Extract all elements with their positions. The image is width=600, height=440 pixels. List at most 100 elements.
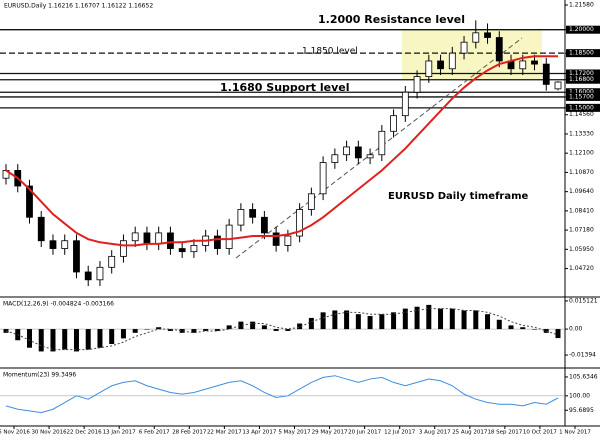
candle-body bbox=[390, 115, 397, 132]
macd-bar bbox=[191, 329, 197, 333]
candle-body bbox=[366, 154, 374, 159]
y-tick-label: 1.15700 bbox=[569, 93, 594, 100]
x-tick-label: 18 Sep 2017 bbox=[487, 430, 522, 436]
macd-bar bbox=[238, 321, 244, 330]
label-box bbox=[566, 49, 600, 58]
candle-body bbox=[519, 60, 527, 70]
candle-body bbox=[554, 81, 562, 90]
y-tick-label: 1.09640 bbox=[569, 188, 594, 195]
y-tick-label: 1.20000 bbox=[569, 26, 594, 33]
y-tick-label: 1.10870 bbox=[569, 169, 594, 176]
macd-bar bbox=[73, 329, 79, 352]
macd-bar bbox=[438, 308, 444, 330]
panel-title: MACD(12,26,9) -0.004824 -0.003166 bbox=[3, 301, 114, 308]
x-tick-label: 3 Aug 2017 bbox=[419, 430, 451, 436]
label-box bbox=[566, 92, 600, 101]
macd-bar bbox=[449, 308, 455, 330]
annotation: 1.2000 Resistance level bbox=[318, 13, 465, 26]
macd-bar bbox=[285, 329, 291, 331]
candle-body bbox=[484, 32, 491, 38]
candle-body bbox=[542, 63, 550, 85]
candle-body bbox=[425, 60, 433, 77]
y-tick-label: 1.21580 bbox=[569, 2, 594, 9]
panel-title: Momentum(23) 99.3496 bbox=[3, 372, 76, 379]
candle-body bbox=[249, 209, 257, 218]
x-tick-label: 22 Mar 2017 bbox=[207, 430, 242, 436]
candle-body bbox=[178, 248, 186, 253]
macd-bar bbox=[520, 327, 526, 330]
candle-body bbox=[284, 235, 292, 246]
macd-bar bbox=[485, 314, 491, 330]
y-tick-label: 1.12100 bbox=[569, 150, 594, 157]
candle-body bbox=[460, 41, 468, 54]
chart-title: EURUSD,Daily 1.16216 1.16707 1.16122 1.1… bbox=[4, 3, 153, 10]
x-tick-label: 6 Feb 2017 bbox=[139, 430, 170, 436]
macd-bar bbox=[367, 316, 373, 330]
macd-bar bbox=[261, 325, 267, 330]
label-box bbox=[566, 88, 600, 97]
candle-body bbox=[143, 232, 151, 245]
y-tick-label: 1.08410 bbox=[569, 207, 594, 214]
y-tick-label: -0.01394 bbox=[569, 352, 596, 359]
candle-body bbox=[272, 232, 280, 246]
y-tick-label: 1.07180 bbox=[569, 227, 594, 234]
macd-bar bbox=[109, 329, 115, 344]
y-tick-label: 105.6346 bbox=[569, 373, 598, 380]
label-box bbox=[566, 103, 600, 112]
macd-bar bbox=[379, 314, 385, 330]
macd-bar bbox=[26, 329, 32, 348]
x-tick-label: 25 Aug 2017 bbox=[452, 430, 488, 436]
y-tick-label: 1.14560 bbox=[569, 111, 594, 118]
macd-bar bbox=[391, 312, 397, 330]
x-tick-label: 10 Oct 2017 bbox=[523, 430, 558, 436]
macd-bar bbox=[461, 310, 467, 330]
macd-bar bbox=[167, 329, 173, 331]
candle-body bbox=[61, 240, 69, 249]
annotation: EURUSD Daily timeframe bbox=[388, 191, 529, 202]
candle-body bbox=[437, 60, 444, 70]
macd-bar bbox=[85, 329, 91, 350]
macd-bar bbox=[250, 321, 256, 330]
y-tick-label: 0.015121 bbox=[569, 297, 598, 304]
macd-bar bbox=[120, 329, 126, 339]
candle-body bbox=[331, 154, 339, 163]
candle-body bbox=[531, 60, 538, 65]
candle-body bbox=[448, 52, 456, 70]
moving-average bbox=[5, 55, 558, 247]
y-tick-label: 1.05950 bbox=[569, 246, 594, 253]
annotation: 1.1850 level bbox=[302, 47, 358, 57]
y-tick-label: 1.17200 bbox=[569, 70, 594, 77]
macd-bar bbox=[179, 329, 185, 333]
macd-bar bbox=[496, 319, 502, 330]
macd-bar bbox=[426, 304, 432, 330]
candle-body bbox=[401, 91, 409, 117]
x-tick-label: 5 May 2017 bbox=[278, 430, 311, 436]
candle-body bbox=[131, 232, 139, 242]
macd-bar bbox=[203, 329, 209, 331]
x-tick-label: 1 Nov 2017 bbox=[559, 430, 591, 436]
macd-bar bbox=[320, 312, 326, 330]
candle-body bbox=[307, 193, 315, 210]
candle-body bbox=[96, 266, 104, 281]
macd-bar bbox=[555, 329, 561, 339]
macd-bar bbox=[144, 329, 150, 330]
macd-bar bbox=[50, 329, 56, 352]
label-box bbox=[566, 75, 600, 84]
candle-body bbox=[237, 209, 245, 226]
candle-body bbox=[319, 162, 327, 195]
candle-body bbox=[343, 146, 350, 156]
candle-body bbox=[214, 235, 221, 249]
x-tick-label: 30 Nov 2016 bbox=[31, 430, 67, 436]
x-tick-label: 13 Apr 2017 bbox=[242, 430, 277, 436]
macd-bar bbox=[156, 327, 162, 330]
y-tick-label: 0.00 bbox=[569, 326, 583, 333]
candle-body bbox=[413, 76, 421, 93]
macd-bar bbox=[508, 325, 514, 330]
momentum-line bbox=[5, 375, 559, 414]
macd-bar bbox=[308, 317, 314, 330]
candle-body bbox=[108, 255, 116, 268]
x-tick-label: 12 Jul 2017 bbox=[384, 430, 416, 436]
candle-body bbox=[120, 240, 127, 257]
macd-bar bbox=[62, 329, 68, 350]
